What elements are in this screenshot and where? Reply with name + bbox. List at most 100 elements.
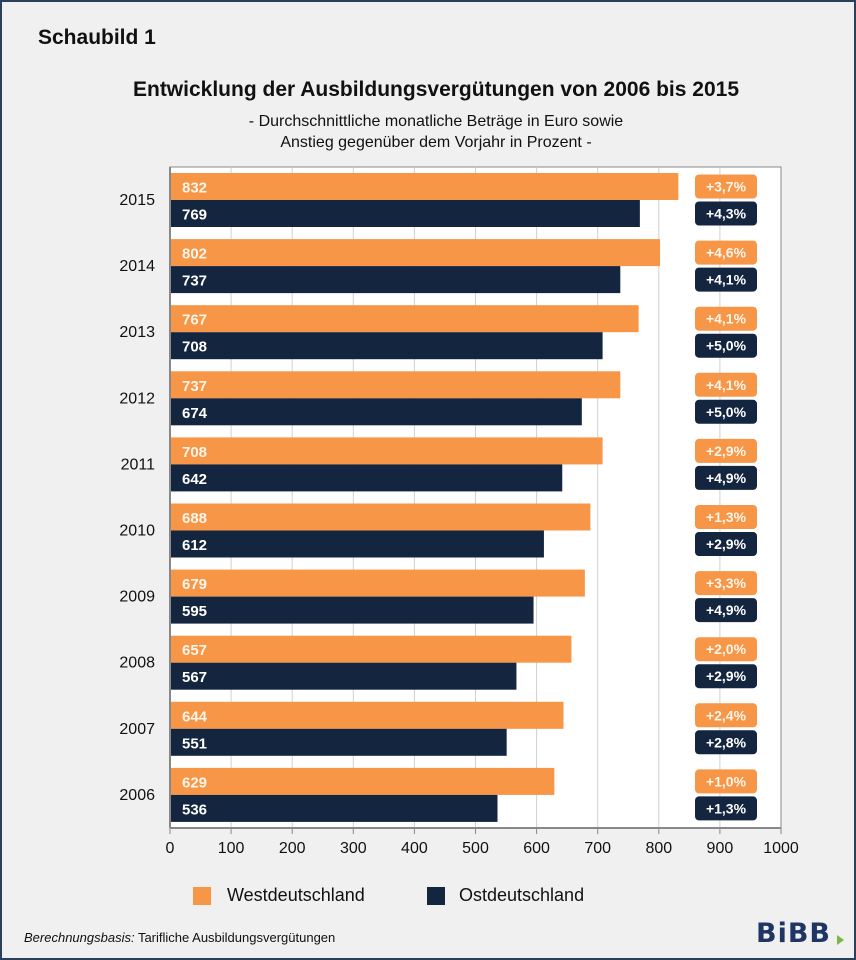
change-label-east: +4,9%: [706, 602, 747, 618]
bar-value-label-west: 708: [182, 444, 207, 461]
bibb-logo: BiBB: [756, 918, 831, 949]
chart-title: Entwicklung der Ausbildungsvergütungen v…: [132, 78, 740, 101]
bar-west: [171, 239, 661, 267]
footnote: Berechnungsbasis: Tarifliche Ausbildungs…: [24, 930, 335, 945]
bar-chart: 0 100 200 300 400 500 600 700 800 900 1000 2015 832 +…: [119, 166, 799, 857]
bar-east: [171, 464, 563, 492]
legend-swatch-east: [427, 887, 445, 905]
bar-value-label-west: 767: [182, 312, 207, 329]
legend-swatch-west: [193, 887, 211, 905]
x-tick-label: 400: [401, 840, 428, 857]
change-badge-west: [695, 505, 757, 529]
change-label-east: +5,0%: [706, 338, 747, 354]
bar-value-label-east: 674: [182, 405, 208, 422]
bar-value-label-east: 551: [182, 735, 207, 752]
change-label-west: +4,1%: [706, 311, 747, 327]
change-badge-east: [695, 664, 757, 689]
change-label-east: +2,9%: [706, 668, 747, 684]
footnote-prefix: Berechnungsbasis:: [24, 930, 135, 945]
change-badge-east: [695, 333, 757, 358]
change-badge-west: [695, 240, 757, 265]
y-tick-label: 2014: [119, 258, 155, 275]
change-label-west: +2,4%: [706, 707, 747, 723]
x-tick-label: 500: [462, 840, 489, 857]
change-badge-east: [695, 532, 757, 556]
bar-west: [171, 371, 621, 399]
bar-east: [171, 596, 534, 624]
x-tick-label: 300: [340, 840, 367, 857]
change-label-east: +2,9%: [706, 536, 747, 552]
bar-value-label-east: 567: [182, 669, 207, 686]
bar-value-label-west: 629: [182, 774, 207, 791]
change-label-east: +5,0%: [706, 404, 747, 420]
bar-value-label-east: 737: [182, 273, 207, 290]
y-tick-label: 2006: [119, 787, 155, 804]
bar-value-label-west: 737: [182, 378, 207, 395]
x-tick-label: 900: [707, 840, 734, 857]
change-badge-east: [695, 201, 757, 226]
bar-west: [171, 437, 603, 465]
bar-west: [171, 701, 564, 729]
change-label-east: +2,8%: [706, 734, 747, 750]
y-tick-label: 2012: [119, 390, 155, 407]
bar-value-label-west: 657: [182, 642, 207, 659]
change-badge-east: [695, 796, 757, 821]
change-badge-east: [695, 399, 757, 424]
change-label-west: +4,1%: [706, 377, 747, 393]
footnote-text: Tarifliche Ausbildungsvergütungen: [134, 930, 336, 945]
logo-arrow-icon: [837, 935, 844, 945]
figure-label: Schaubild 1: [38, 26, 156, 49]
change-badge-west: [695, 306, 757, 331]
change-label-west: +2,0%: [706, 641, 747, 657]
x-tick-label: 200: [279, 840, 306, 857]
bar-west: [171, 569, 585, 597]
bar-value-label-west: 802: [182, 246, 207, 263]
x-tick-label: 800: [645, 840, 672, 857]
change-badge-east: [695, 465, 757, 490]
y-tick-label: 2009: [119, 589, 155, 606]
x-tick-label: 100: [218, 840, 245, 857]
change-badge-west: [695, 571, 757, 596]
bar-east: [171, 398, 582, 426]
bar-west: [171, 635, 572, 663]
change-badge-east: [695, 598, 757, 623]
bar-value-label-west: 688: [182, 510, 207, 527]
change-label-east: +4,1%: [706, 272, 747, 288]
legend-label-west: Westdeutschland: [227, 885, 365, 905]
change-label-west: +1,3%: [706, 509, 747, 525]
bar-east: [171, 332, 603, 360]
change-label-west: +1,0%: [706, 773, 747, 789]
bar-east: [171, 530, 544, 558]
bar-east: [171, 728, 507, 756]
bar-value-label-west: 832: [182, 180, 207, 197]
chart-subtitle-line-1: - Durchschnittliche monatliche Beträge i…: [248, 113, 624, 130]
bar-value-label-east: 769: [182, 207, 207, 224]
change-label-east: +1,3%: [706, 800, 747, 816]
x-tick-label: 700: [584, 840, 611, 857]
change-badge-west: [695, 703, 757, 728]
y-tick-label: 2008: [119, 655, 155, 672]
x-tick-label: 1000: [763, 840, 799, 857]
change-label-east: +4,9%: [706, 470, 747, 486]
y-tick-label: 2013: [119, 324, 155, 341]
change-label-west: +4,6%: [706, 245, 747, 261]
y-tick-label: 2015: [119, 192, 155, 209]
bar-value-label-east: 595: [182, 603, 207, 620]
change-badge-west: [695, 637, 757, 662]
bar-value-label-east: 708: [182, 339, 207, 356]
bar-value-label-west: 679: [182, 576, 207, 593]
change-badge-west: [695, 438, 757, 463]
bar-west: [171, 173, 679, 200]
change-badge-east: [695, 730, 757, 755]
change-label-west: +3,3%: [706, 575, 747, 591]
bar-value-label-east: 612: [182, 537, 207, 554]
x-tick-label: 600: [523, 840, 550, 857]
bar-west: [171, 503, 591, 531]
y-tick-label: 2010: [119, 523, 155, 540]
bar-east: [171, 794, 498, 822]
bar-value-label-west: 644: [182, 708, 208, 725]
x-tick-label: 0: [166, 840, 175, 857]
change-label-west: +3,7%: [706, 179, 747, 195]
change-badge-west: [695, 372, 757, 397]
bar-east: [171, 662, 517, 690]
